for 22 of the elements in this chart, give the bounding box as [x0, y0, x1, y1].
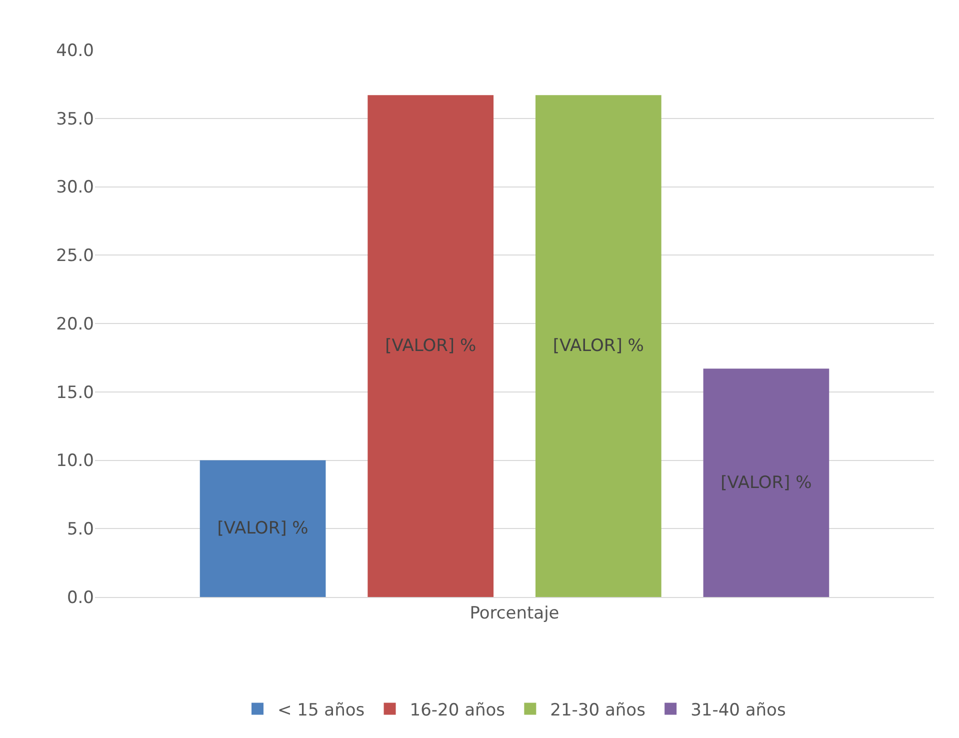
legend-label: 31-40 años: [690, 700, 786, 720]
y-tick-label: 40.0: [56, 40, 94, 61]
bar: [535, 95, 662, 597]
legend-label: 21-30 años: [550, 700, 646, 720]
y-tick-label: 30.0: [56, 178, 94, 198]
data-label: [VALOR] %: [552, 336, 644, 356]
bar: [200, 460, 326, 597]
legend-label: 16-20 años: [410, 700, 506, 720]
y-tick-label: 25.0: [56, 246, 94, 266]
y-tick-label: 35.0: [56, 109, 94, 130]
y-tick-label: 15.0: [56, 382, 94, 403]
data-label: [VALOR] %: [385, 336, 476, 356]
y-tick-label: 5.0: [66, 520, 94, 540]
legend-label: < 15 años: [278, 700, 365, 720]
x-tick-label: Porcentaje: [470, 603, 560, 624]
y-tick-label: 0.0: [66, 588, 94, 608]
bar: [368, 95, 494, 597]
bar: [703, 368, 830, 597]
y-tick-label: 10.0: [56, 451, 94, 472]
data-label: [VALOR] %: [217, 518, 308, 539]
y-tick-label: 20.0: [56, 314, 94, 334]
data-label: [VALOR] %: [720, 472, 812, 493]
